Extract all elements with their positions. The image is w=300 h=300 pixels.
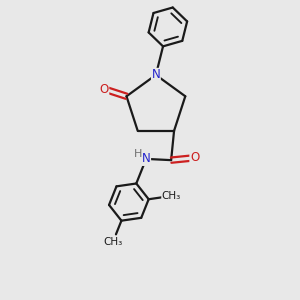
Text: N: N	[152, 68, 160, 81]
Text: O: O	[190, 151, 199, 164]
Text: N: N	[142, 152, 151, 165]
Text: H: H	[134, 148, 142, 159]
Text: CH₃: CH₃	[162, 191, 181, 201]
Text: CH₃: CH₃	[103, 237, 122, 247]
Text: O: O	[100, 82, 109, 95]
